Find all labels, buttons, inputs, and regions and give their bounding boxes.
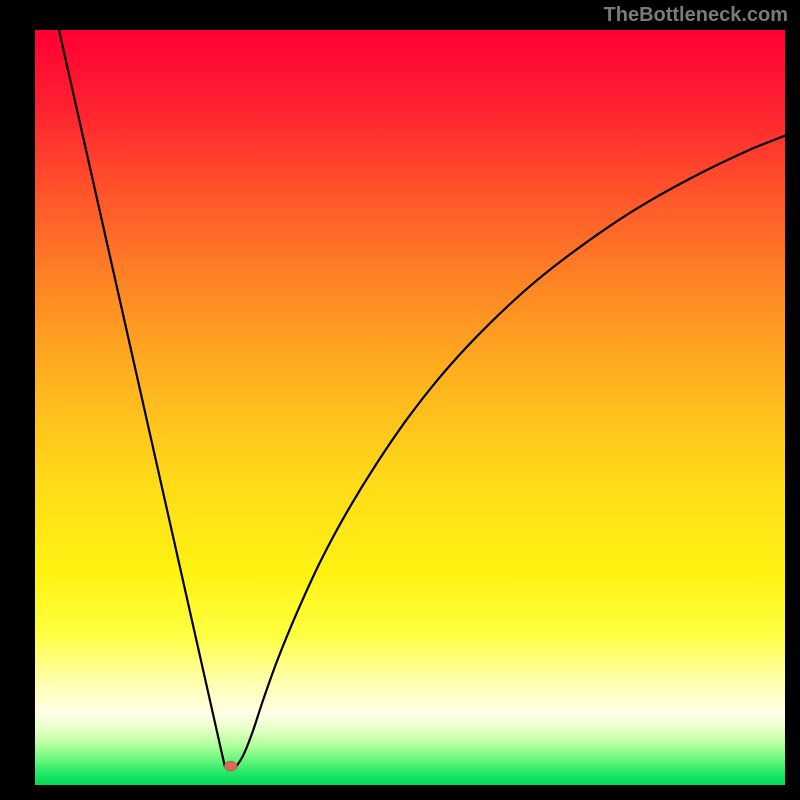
watermark-text: TheBottleneck.com [604, 4, 788, 27]
curve-layer [35, 30, 785, 785]
plot-area [35, 30, 785, 785]
bottleneck-curve [59, 30, 785, 767]
minimum-marker [224, 761, 237, 771]
